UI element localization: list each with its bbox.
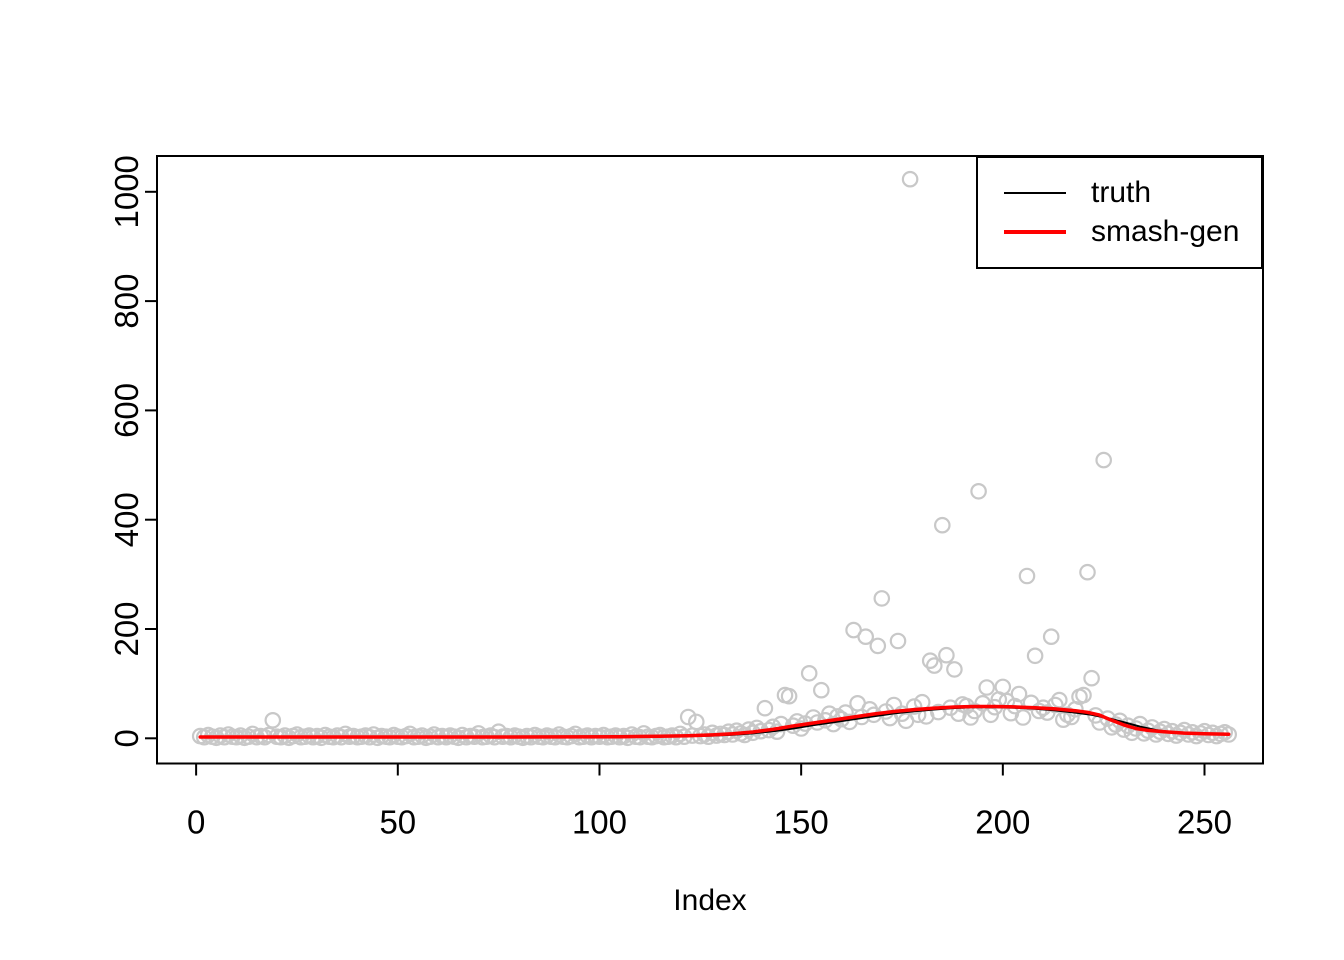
scatter-point — [1079, 563, 1096, 581]
x-tick-label: 200 — [975, 804, 1030, 841]
y-tick-label: 400 — [108, 492, 145, 547]
scatter-point — [978, 679, 995, 696]
scatter-point — [938, 646, 955, 664]
y-tick-label: 800 — [108, 274, 145, 329]
y-tick-label: 200 — [108, 601, 145, 656]
y-tick-label: 1000 — [108, 155, 145, 228]
scatter-point — [772, 715, 790, 733]
truth-line-swatch — [1004, 192, 1066, 194]
scatter-point — [1042, 628, 1060, 645]
scatter-point — [1075, 686, 1092, 704]
scatter-point — [905, 698, 923, 715]
scatter-point — [873, 590, 891, 607]
scatter-point — [800, 664, 818, 682]
scatter-point — [1055, 711, 1072, 728]
scatter-point — [1026, 647, 1044, 665]
y-tick-label: 600 — [108, 383, 145, 438]
scatter-point — [679, 708, 697, 726]
scatter-point — [1188, 727, 1205, 745]
scatter-point — [740, 721, 757, 738]
scatter-point — [728, 722, 745, 739]
legend: truth smash-gen — [976, 156, 1263, 269]
scatter-point — [365, 726, 382, 743]
scatter-point — [635, 725, 653, 742]
plot-box — [156, 155, 1264, 765]
scatter-point — [260, 726, 277, 744]
scatter-point — [1030, 702, 1048, 720]
scatter-point — [425, 726, 443, 743]
scatter-point — [946, 661, 963, 678]
scatter-point — [1047, 696, 1064, 714]
scatter-point — [933, 516, 951, 534]
x-axis-title: Index — [673, 884, 747, 917]
scatter-point — [264, 711, 282, 729]
scatter-point — [470, 725, 487, 742]
legend-item-truth: truth — [978, 174, 1261, 213]
scatter-point — [925, 657, 943, 674]
scatter-point — [970, 482, 987, 500]
x-tick-label: 250 — [1177, 804, 1232, 841]
scatter-point — [1095, 451, 1112, 469]
scatter-point — [671, 725, 689, 743]
scatter-point — [720, 723, 737, 740]
scatter-point — [901, 170, 919, 188]
scatter-point — [566, 725, 584, 743]
scatter-point — [748, 719, 766, 737]
x-tick-label: 0 — [187, 804, 205, 841]
scatter-point — [756, 699, 774, 717]
x-tick-label: 150 — [774, 804, 829, 841]
scatter-point — [288, 726, 306, 743]
scatter-point — [1014, 709, 1032, 726]
scatter-point — [244, 725, 261, 743]
scatter-point — [857, 628, 874, 645]
scatter-point — [401, 725, 419, 743]
x-tick-label: 50 — [379, 804, 416, 841]
scatter-point — [1051, 691, 1068, 709]
scatter-point — [994, 678, 1012, 696]
scatter-point — [869, 637, 887, 655]
smash-gen-line-swatch — [1004, 230, 1066, 234]
x-tick-label: 100 — [572, 804, 627, 841]
legend-item-smash-gen: smash-gen — [978, 213, 1261, 252]
scatter-point — [812, 681, 830, 699]
scatter-point — [1083, 669, 1100, 687]
scatter-point — [337, 725, 354, 743]
scatter-point — [780, 687, 798, 705]
y-tick-label: 0 — [108, 729, 145, 747]
scatter-point — [1018, 567, 1036, 585]
legend-label-smash-gen: smash-gen — [1091, 215, 1240, 248]
legend-label-truth: truth — [1091, 176, 1152, 209]
scatter-point — [889, 632, 907, 650]
scatter-point — [921, 652, 939, 669]
series-line-smash-gen — [198, 704, 1231, 739]
scatter-point — [1010, 685, 1028, 703]
